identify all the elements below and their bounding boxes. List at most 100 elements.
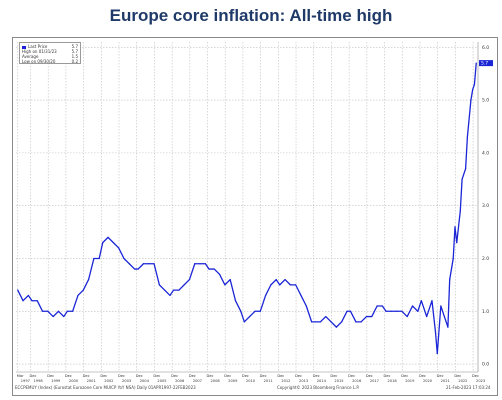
data-point (142, 263, 145, 265)
data-point (431, 300, 433, 302)
x-tick-label-top: Dec (260, 374, 267, 378)
data-point (381, 305, 384, 307)
x-tick-label-top: Dec (136, 374, 143, 378)
data-point (325, 315, 327, 318)
data-point (243, 321, 245, 323)
data-point (234, 300, 237, 302)
data-point (401, 310, 403, 312)
x-tick-label-top: Dec (224, 374, 231, 378)
x-tick-label-top: Dec (118, 374, 125, 378)
data-point (17, 289, 19, 291)
data-point (454, 226, 456, 228)
data-point (311, 321, 313, 323)
legend-value: 1.5 (71, 54, 78, 59)
data-point (31, 300, 33, 302)
legend-value: 0.2 (71, 59, 78, 64)
data-point (376, 305, 378, 307)
data-point (305, 305, 307, 307)
inflation-series-line (17, 63, 477, 355)
x-tick-label-top: Dec (100, 374, 107, 378)
data-point (93, 257, 95, 260)
data-point (459, 210, 461, 212)
data-point (52, 315, 54, 318)
x-tick-label-bottom: 2007 (193, 379, 202, 383)
data-point (66, 310, 68, 312)
y-tick-label: 5.0 (482, 98, 489, 104)
data-point (456, 242, 458, 244)
data-point (365, 315, 368, 318)
data-point (27, 294, 29, 297)
x-tick-label-top: Dec (242, 374, 249, 378)
data-point (330, 321, 332, 323)
x-tick-label-bottom: 2008 (211, 379, 221, 383)
series-layer (17, 62, 477, 355)
x-tick-label-top: Dec (83, 374, 90, 378)
x-tick-label-top: Dec (189, 374, 196, 378)
data-point (473, 83, 476, 85)
data-point (341, 321, 343, 323)
legend-value: 5.7 (71, 44, 78, 49)
data-point (472, 88, 474, 91)
data-point (183, 284, 185, 286)
data-point (371, 315, 373, 318)
y-tick-label: 0.0 (482, 362, 489, 368)
legend-row: High on 01/31/23 5.7 (22, 49, 78, 54)
legend-value: 5.7 (71, 49, 78, 54)
data-point (466, 136, 468, 138)
x-tick-label-bottom: 1997 (21, 379, 30, 383)
x-tick-label-bottom: 2014 (317, 379, 327, 383)
data-point (199, 263, 201, 265)
x-tick-label-bottom: 2001 (87, 379, 96, 383)
axis-layer: 0.01.02.03.04.05.06.0Mar1997Dec1998Dec19… (16, 42, 493, 383)
last-value-tag (479, 60, 493, 67)
data-point (406, 315, 408, 318)
data-point (270, 284, 272, 286)
data-point (449, 279, 451, 281)
data-point (194, 263, 196, 265)
x-tick-label-bottom: 2016 (352, 379, 362, 383)
data-point (118, 247, 120, 249)
data-point (426, 315, 428, 318)
data-point (436, 352, 438, 355)
data-point (443, 315, 445, 318)
x-tick-label-bottom: 2009 (228, 379, 238, 383)
data-point (249, 315, 251, 318)
data-point (355, 321, 357, 323)
data-point (319, 321, 322, 323)
data-point (107, 236, 109, 238)
data-point (461, 178, 463, 180)
x-tick-label-top: Mar (17, 374, 24, 378)
data-point (22, 300, 24, 302)
data-point (164, 289, 166, 291)
x-tick-label-bottom: 1998 (34, 379, 44, 383)
x-tick-label-bottom: 2017 (370, 379, 379, 383)
data-point (475, 62, 477, 64)
data-point (434, 331, 437, 333)
data-point (148, 263, 150, 265)
legend-row: Average 1.5 (22, 54, 78, 59)
data-point (264, 294, 267, 297)
data-point (335, 326, 337, 328)
legend-label: Low on 09/30/20 (22, 59, 56, 64)
data-point (153, 263, 155, 265)
x-tick-label-top: Dec (419, 374, 426, 378)
x-tick-label-bottom: 2010 (246, 379, 256, 383)
data-point (72, 310, 74, 312)
data-point (77, 294, 79, 297)
data-point (284, 279, 286, 281)
x-tick-label-bottom: 2003 (122, 379, 131, 383)
x-tick-label-top: Dec (330, 374, 337, 378)
y-tick-label: 4.0 (482, 150, 489, 156)
data-point (254, 310, 256, 312)
data-point (395, 310, 398, 312)
footer-source: ECCPEMUY (Index) (Eurostat Eurozone Core… (15, 385, 196, 390)
data-point (204, 263, 207, 265)
data-point (465, 168, 467, 170)
x-tick-label-bottom: 2004 (140, 379, 150, 383)
data-point (82, 289, 84, 291)
data-point (98, 257, 100, 260)
y-tick-label: 2.0 (482, 256, 489, 262)
x-tick-label-top: Dec (454, 374, 461, 378)
x-tick-label-top: Dec (65, 374, 72, 378)
legend-swatch (22, 45, 26, 49)
